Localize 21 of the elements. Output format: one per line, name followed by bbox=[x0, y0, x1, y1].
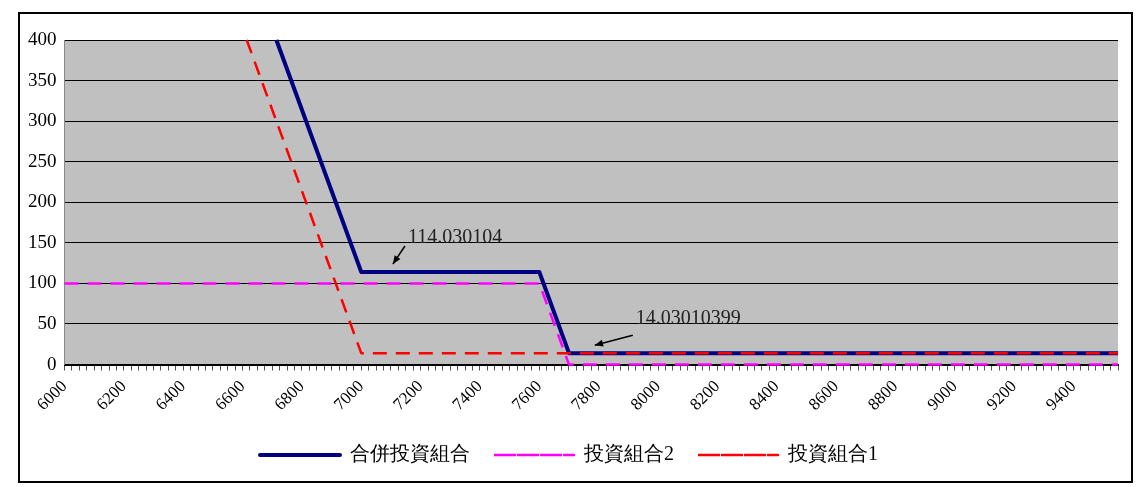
y-tick-label: 100 bbox=[28, 271, 57, 293]
y-tick-label: 300 bbox=[28, 109, 57, 131]
y-tick-label: 0 bbox=[47, 352, 57, 374]
y-tick-label: 400 bbox=[28, 27, 57, 49]
y-tick-label: 200 bbox=[28, 190, 57, 212]
y-tick-label: 250 bbox=[28, 149, 57, 171]
x-tick-label: 6800 bbox=[270, 376, 308, 414]
legend-label: 投資組合1 bbox=[787, 442, 878, 465]
x-tick-label: 7600 bbox=[507, 376, 546, 414]
x-tick-label: 6600 bbox=[211, 376, 249, 414]
y-tick-label: 150 bbox=[28, 230, 57, 252]
y-tick-label: 350 bbox=[28, 68, 57, 90]
legend-label: 合併投資組合 bbox=[350, 442, 470, 465]
y-tick-label: 50 bbox=[37, 311, 57, 333]
x-tick-label: 6000 bbox=[33, 376, 71, 414]
annotation: 114.030104 bbox=[407, 225, 503, 248]
annotation: 14.03010399 bbox=[635, 306, 741, 329]
legend-label: 投資組合2 bbox=[583, 442, 674, 465]
x-tick-label: 6200 bbox=[92, 376, 130, 414]
x-tick-label: 7000 bbox=[329, 376, 368, 414]
x-tick-label: 6400 bbox=[151, 376, 190, 414]
